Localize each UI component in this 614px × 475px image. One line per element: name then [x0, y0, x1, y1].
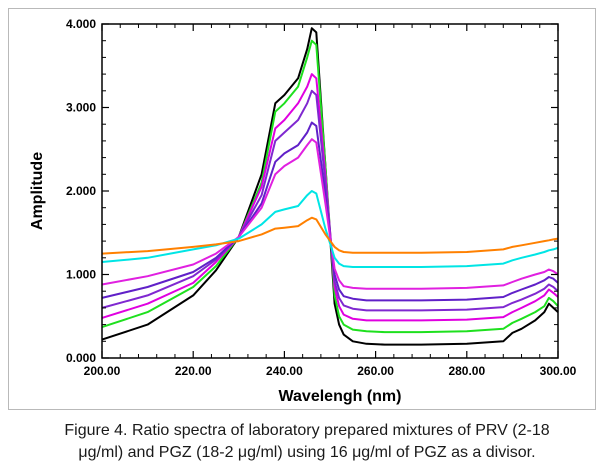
y-tick-label: 4.000: [66, 17, 96, 31]
y-tick-label: 1.000: [66, 268, 96, 282]
series-line-8: [101, 216, 559, 255]
x-axis-title: Wavelengh (nm): [279, 388, 402, 405]
y-tick-label: 0.000: [66, 351, 96, 365]
caption-line-1: Figure 4. Ratio spectra of laboratory pr…: [64, 422, 550, 439]
caption-line-2: μg/ml) and PGZ (18-2 μg/ml) using 16 μg/…: [78, 444, 536, 461]
y-tick-label: 3.000: [66, 101, 96, 115]
series-line-3: [101, 73, 559, 322]
figure-caption: Figure 4. Ratio spectra of laboratory pr…: [0, 420, 614, 464]
series-line-6: [101, 138, 559, 290]
x-tick-label: 220.00: [175, 364, 212, 378]
series-line-7: [101, 190, 559, 268]
x-tick-label: 280.00: [448, 364, 485, 378]
figure-frame: 200.00 220.00 240.00 260.00 280.00 300.00 0.00…: [8, 8, 596, 410]
series-line-2: [101, 39, 559, 334]
series-line-5: [101, 121, 559, 302]
x-tick-label: 240.00: [266, 364, 303, 378]
series-line-4: [101, 89, 559, 312]
y-tick-label: 2.000: [66, 184, 96, 198]
x-tick-label: 260.00: [357, 364, 394, 378]
x-tick-label: 200.00: [84, 364, 121, 378]
spectra-chart: 200.00 220.00 240.00 260.00 280.00 300.00 0.00…: [29, 17, 577, 405]
y-axis-title: Amplitude: [29, 152, 46, 230]
series-line-1: [101, 27, 559, 346]
x-tick-label: 300.00: [540, 364, 577, 378]
